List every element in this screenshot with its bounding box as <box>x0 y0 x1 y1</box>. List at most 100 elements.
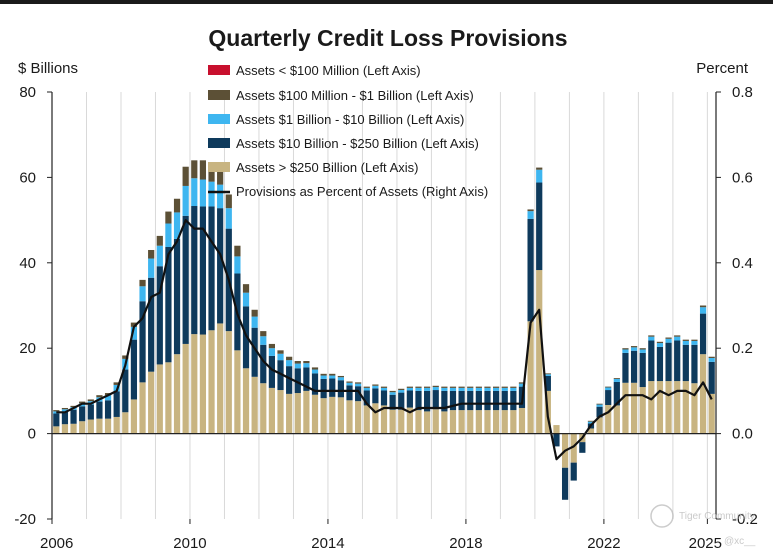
bar-1b_10b <box>337 377 344 381</box>
bar-gt250b <box>311 394 319 434</box>
bar-1b_10b <box>363 387 370 391</box>
bar-1b_10b <box>303 363 310 368</box>
bar-10b_250b <box>260 344 267 384</box>
bar-gt250b <box>596 417 603 434</box>
bar-gt250b <box>648 381 655 434</box>
bar-10b_250b <box>553 433 560 447</box>
bar-gt250b <box>251 376 258 434</box>
bar-100m_1b <box>492 386 500 388</box>
bar-gt250b <box>286 393 293 434</box>
bar-1b_10b <box>294 363 301 369</box>
left-tick-label: 0 <box>28 426 36 443</box>
right-axis-label: Percent <box>696 60 749 77</box>
bar-1b_10b <box>665 338 672 343</box>
bar-100m_1b <box>251 309 258 317</box>
bar-1b_10b <box>286 360 293 367</box>
bar-1b_10b <box>475 387 482 391</box>
bar-gt250b <box>518 407 526 434</box>
bar-gt250b <box>501 410 508 434</box>
bar-100m_1b <box>156 235 163 246</box>
bar-1b_10b <box>699 307 707 314</box>
bar-100m_1b <box>630 346 638 348</box>
bar-1b_10b <box>165 223 172 248</box>
bar-gt250b <box>53 426 60 434</box>
bar-100m_1b <box>199 160 207 180</box>
bar-1b_10b <box>217 184 224 209</box>
bar-gt250b <box>79 421 86 434</box>
bar-10b_250b <box>268 355 276 388</box>
bar-1b_10b <box>424 387 431 391</box>
bar-10b_250b <box>622 352 629 383</box>
bar-10b_250b <box>294 368 301 394</box>
bar-10b_250b <box>130 339 138 400</box>
bar-100m_1b <box>346 381 353 383</box>
bar-10b_250b <box>501 390 508 411</box>
bar-10b_250b <box>286 366 293 394</box>
bar-gt250b <box>165 362 172 434</box>
bar-1b_10b <box>691 340 698 345</box>
bar-100m_1b <box>53 410 60 412</box>
bar-gt250b <box>355 401 362 434</box>
bar-gt250b <box>406 407 413 434</box>
bar-100m_1b <box>398 388 405 391</box>
bar-gt250b <box>613 405 620 434</box>
bar-gt250b <box>372 403 379 434</box>
bar-10b_250b <box>61 411 69 425</box>
bar-10b_250b <box>570 462 577 481</box>
bar-10b_250b <box>156 266 163 365</box>
bar-10b_250b <box>656 346 664 382</box>
bar-1b_10b <box>630 347 638 351</box>
bar-1b_10b <box>536 169 543 183</box>
x-tick-label: 2010 <box>173 535 206 552</box>
bar-gt250b <box>553 425 560 434</box>
bar-1b_10b <box>613 378 620 382</box>
bar-10b_250b <box>380 390 388 406</box>
bar-1b_10b <box>527 211 534 219</box>
bar-10b_250b <box>337 380 344 398</box>
bar-gt250b <box>61 424 69 434</box>
bar-100m_1b <box>406 386 413 388</box>
bar-100m_1b <box>510 386 517 388</box>
x-tick-label: 2006 <box>40 535 73 552</box>
bar-100m_1b <box>449 386 457 388</box>
bar-1b_10b <box>389 392 396 395</box>
right-tick-label: 0.2 <box>732 340 753 357</box>
bar-gt250b <box>130 399 138 434</box>
bar-100m_1b <box>441 386 448 388</box>
bar-1b_10b <box>415 387 422 391</box>
bar-100m_1b <box>699 305 707 308</box>
bar-1b_10b <box>191 178 198 207</box>
bar-gt250b <box>570 433 577 463</box>
bar-gt250b <box>199 334 207 434</box>
chart-title: Quarterly Credit Loss Provisions <box>208 25 567 51</box>
percent-line <box>56 219 713 461</box>
bar-10b_250b <box>415 390 422 411</box>
bar-100m_1b <box>61 407 69 410</box>
bar-gt250b <box>492 410 500 434</box>
bar-10b_250b <box>544 375 551 391</box>
bar-100m_1b <box>518 382 526 384</box>
legend: Assets < $100 Million (Left Axis) Assets… <box>208 63 488 199</box>
legend-label-gt250b: Assets > $250 Billion (Left Axis) <box>236 160 418 175</box>
bar-10b_250b <box>484 390 491 411</box>
bar-1b_10b <box>355 383 362 387</box>
bar-1b_10b <box>311 369 319 374</box>
legend-swatch-gt250b <box>208 162 230 172</box>
bar-1b_10b <box>449 387 457 391</box>
legend-label-100m-1b: Assets $100 Million - $1 Billion (Left A… <box>236 88 474 103</box>
bar-100m_1b <box>708 356 715 359</box>
bar-gt250b <box>699 354 707 434</box>
bar-10b_250b <box>605 390 612 405</box>
bar-10b_250b <box>449 390 457 411</box>
bar-gt250b <box>139 382 146 434</box>
bar-gt250b <box>96 418 103 434</box>
bar-gt250b <box>208 330 215 434</box>
bar-10b_250b <box>630 350 638 383</box>
bar-10b_250b <box>458 390 465 411</box>
bar-1b_10b <box>130 326 138 340</box>
bar-1b_10b <box>173 212 181 239</box>
bar-100m_1b <box>467 386 474 388</box>
bar-10b_250b <box>389 394 396 410</box>
x-tick-label: 2022 <box>587 535 620 552</box>
bar-gt250b <box>234 350 241 434</box>
